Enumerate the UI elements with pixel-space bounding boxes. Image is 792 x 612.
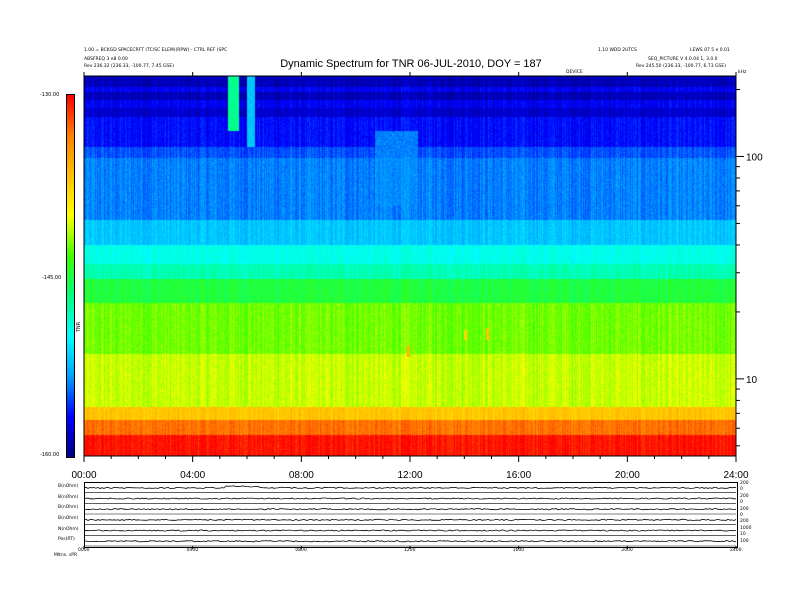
lower-x-tick-label: 0000 bbox=[78, 548, 90, 553]
header-right-line-2: LEWS 07 5 e 0.01 bbox=[690, 48, 730, 53]
lower-right-label: 200 bbox=[740, 493, 749, 499]
spectrogram-heatmap bbox=[84, 76, 736, 456]
x-tick-label: 08:00 bbox=[289, 470, 314, 481]
lower-right-label: 10 bbox=[740, 532, 746, 538]
lower-right-label: 1000 bbox=[740, 525, 752, 531]
header-right-line-4: Rev 245.50 (236.33, -100.77, 6.73 GSE) bbox=[636, 64, 726, 69]
lower-x-tick-label: 0400 bbox=[186, 548, 199, 553]
x-tick-label: 00:00 bbox=[71, 470, 96, 481]
lower-x-tick-label: 2400 bbox=[730, 548, 742, 553]
lower-right-label: 0 bbox=[740, 500, 743, 506]
header-left-line-2: ABSFREQ 3 e8 0.00 bbox=[84, 57, 128, 62]
lower-row-label: B(nOhm) bbox=[58, 505, 79, 511]
header-right-line-3: SEQ_PICTURE V 4.0.04 1, 3.0.0 bbox=[648, 57, 718, 62]
x-tick-label: 24:00 bbox=[723, 470, 748, 481]
x-tick-label: 16:00 bbox=[506, 470, 531, 481]
lower-x-tick-label: 0800 bbox=[295, 548, 307, 553]
lower-row-label: N(nOhm) bbox=[58, 526, 79, 532]
lower-right-label: 200 bbox=[740, 481, 749, 486]
lower-row-label: B(nOhm) bbox=[58, 494, 79, 500]
lower-right-label: 200 bbox=[740, 506, 749, 512]
lower-x-tick-label: 2000 bbox=[621, 548, 633, 553]
colorbar-mid-label: -145.00 bbox=[42, 275, 62, 281]
lower-right-label: 100 bbox=[740, 538, 749, 544]
device-label: DEVICE bbox=[566, 70, 583, 75]
x-tick-label: 12:00 bbox=[397, 470, 422, 481]
y-tick-label: 10 bbox=[746, 375, 758, 386]
lower-trace bbox=[83, 529, 737, 532]
lower-row-label: B(nOhm) bbox=[58, 516, 79, 521]
colorbar-min-label: -160.00 bbox=[40, 452, 60, 458]
x-tick-label: 20:00 bbox=[615, 470, 640, 481]
lower-x-tick-label: 1200 bbox=[404, 548, 416, 553]
chart-title: Dynamic Spectrum for TNR 06-JUL-2010, DO… bbox=[280, 58, 542, 70]
lower-right-label: 0 bbox=[740, 487, 743, 493]
x-tick-label: 04:00 bbox=[180, 470, 205, 481]
lower-panel-footer: Mltns. sPR bbox=[54, 553, 78, 558]
lower-trace bbox=[83, 485, 737, 489]
lower-panel bbox=[84, 482, 738, 548]
colorbar-max-label: -130.00 bbox=[40, 92, 60, 98]
y-tick-label: 100 bbox=[746, 152, 763, 163]
lower-trace bbox=[83, 497, 736, 500]
lower-x-tick-label: 1600 bbox=[512, 548, 525, 553]
header-left-line-3: Rev 236.32 (236.33, -100.77, 7.45 GSE) bbox=[84, 64, 174, 69]
lower-right-label: 200 bbox=[740, 519, 749, 525]
header-right-line-1: 1.10 WDD 2UTCS bbox=[598, 48, 637, 53]
header-left-line-1: 1.00 = BCKGD SPACECRFT (TC/SC ELEM)(RPW)… bbox=[84, 48, 228, 53]
y-axis-unit-label: kHz bbox=[738, 70, 747, 75]
lower-trace bbox=[83, 518, 737, 521]
colorbar bbox=[66, 94, 75, 458]
lower-row-label: B(nOhm) bbox=[58, 484, 79, 489]
plot-frame bbox=[83, 75, 737, 457]
lower-trace bbox=[83, 540, 737, 543]
lower-row-label: Pos(RT) bbox=[58, 537, 75, 543]
lower-trace bbox=[83, 508, 737, 511]
lower-right-label: 0 bbox=[740, 513, 743, 518]
